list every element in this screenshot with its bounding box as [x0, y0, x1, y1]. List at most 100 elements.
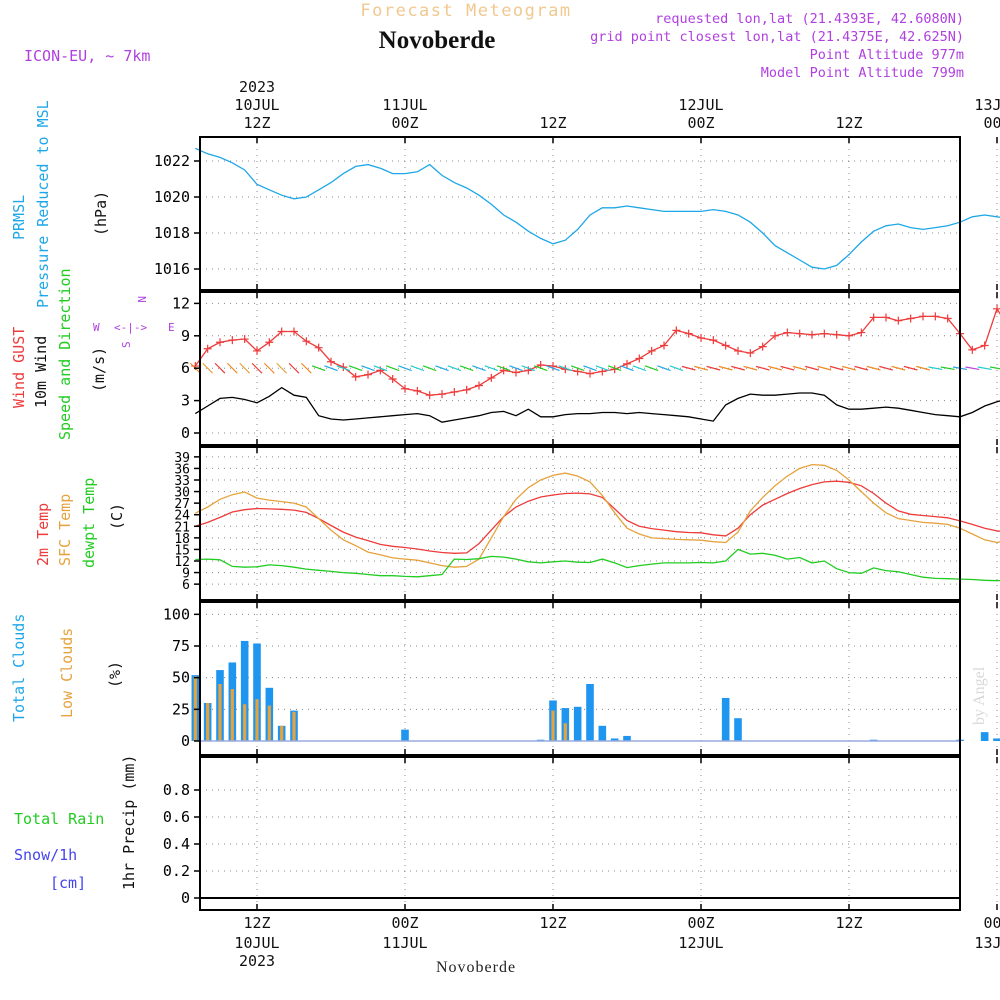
total-clouds-bar: [610, 738, 619, 741]
total-clouds-bar: [623, 735, 631, 741]
gust-marker: [709, 336, 718, 345]
gust-marker: [783, 328, 792, 337]
low-clouds-bar: [243, 704, 247, 741]
wind-direction-arrow: [472, 365, 486, 372]
wind-direction-arrow: [854, 365, 869, 371]
plot-layer: [189, 147, 1000, 899]
top-axis-label: 12Z: [243, 114, 270, 132]
gust-marker: [314, 343, 323, 352]
ytick-label: 36: [174, 462, 190, 477]
wind-direction-arrow: [288, 362, 300, 374]
wind-direction-arrow: [866, 365, 881, 371]
wind-direction-arrow: [361, 365, 375, 372]
ytick-label: 9: [182, 567, 190, 582]
wind-direction-arrow: [422, 365, 437, 372]
top-axis-label: 00Z: [983, 114, 1000, 132]
gust-marker: [820, 329, 829, 338]
station-title: Novoberde: [379, 27, 496, 54]
gust-marker: [413, 386, 422, 395]
bottom-station-label: Novoberde: [436, 959, 516, 976]
low-clouds-bar: [551, 710, 555, 741]
total-clouds-bar: [993, 738, 1000, 741]
panel-frame: [199, 446, 961, 601]
gust-marker: [216, 338, 224, 347]
wind-direction-arrow: [694, 365, 708, 371]
total-clouds-bar: [980, 732, 989, 741]
gust-marker: [894, 316, 903, 325]
ytick-label: 0.8: [163, 781, 190, 799]
wind-direction-arrow: [657, 365, 671, 372]
panel-frame: [199, 756, 961, 911]
ylabel-sfc-temp: SFC Temp: [56, 494, 74, 566]
ytick-label: 0.6: [163, 808, 190, 826]
gust-marker: [253, 346, 261, 355]
bottom-axis-label: 00Z: [687, 914, 714, 932]
wind-direction-arrow: [928, 366, 943, 371]
ytick-label: 21: [174, 520, 190, 535]
ytick-label: 9: [181, 327, 190, 345]
wind-direction-arrow: [324, 365, 338, 372]
ytick-label: 0: [181, 889, 190, 907]
ytick-label: 30: [174, 486, 190, 501]
gust-marker: [845, 331, 853, 340]
ytick-label: 1020: [154, 188, 190, 206]
total-clouds-bar: [734, 718, 742, 741]
gust-marker: [623, 359, 631, 368]
gust-marker: [277, 327, 286, 336]
gust-marker: [462, 385, 471, 394]
gust-marker: [795, 329, 804, 338]
ytick-label: 25: [172, 700, 190, 718]
top-axis-label: 12Z: [835, 114, 862, 132]
wind-direction-arrow: [842, 365, 856, 371]
gust-marker: [401, 384, 409, 393]
wind-direction-arrow: [768, 365, 782, 371]
ytick-label: 0.4: [163, 835, 190, 853]
gust-marker: [364, 370, 372, 379]
top-axis-label: 13JUL: [974, 96, 1000, 114]
compass-south: S: [120, 341, 133, 348]
low-clouds-bar: [292, 711, 296, 741]
panel-frame: [199, 601, 961, 756]
wind-direction-arrow: [385, 365, 400, 372]
series-line-temperature-2: [195, 548, 1000, 582]
info-line-1: requested lon,lat (21.4393E, 42.6080N): [655, 11, 964, 27]
compass-north: N: [135, 296, 148, 303]
panel-frame: [199, 136, 961, 291]
wind-direction-arrow: [348, 365, 363, 372]
wind-direction-arrow: [977, 366, 992, 371]
top-axis-label: 12Z: [539, 114, 566, 132]
axis-layer: 1016101810201022036912691215182124273033…: [154, 78, 1000, 970]
wind-direction-arrow: [435, 365, 449, 372]
wind-direction-arrow: [558, 365, 573, 372]
top-axis-label: 11JUL: [382, 96, 427, 114]
gust-marker: [906, 314, 915, 323]
low-clouds-bar: [267, 705, 271, 741]
gust-marker: [327, 357, 335, 366]
wind-direction-arrow: [731, 365, 745, 371]
low-clouds-bar: [563, 723, 567, 741]
gust-marker: [746, 349, 755, 358]
ylabel-pressure-msl: Pressure Reduced to MSL: [34, 100, 52, 308]
wind-direction-arrow: [965, 366, 980, 371]
gust-marker: [919, 312, 927, 321]
wind-direction-arrow: [276, 362, 288, 374]
ytick-label: 24: [174, 509, 190, 524]
top-axis-label: 10JUL: [234, 96, 279, 114]
gust-marker: [203, 344, 212, 353]
wind-direction-arrow: [484, 365, 499, 372]
series-line-temperature-1: [195, 463, 1000, 568]
info-line-4: Model Point Altitude 799m: [761, 65, 964, 81]
gust-marker: [475, 381, 483, 390]
wind-direction-arrow: [829, 365, 844, 371]
gust-marker: [758, 342, 767, 351]
wind-direction-arrow: [743, 365, 758, 371]
ytick-label: 33: [174, 474, 190, 489]
wind-direction-arrow: [496, 365, 511, 372]
gust-marker: [586, 369, 594, 378]
bottom-axis-label: 13JUL: [974, 934, 1000, 952]
wind-direction-arrow: [336, 365, 351, 372]
gust-marker: [968, 345, 977, 354]
ytick-label: 0: [181, 732, 190, 750]
wind-direction-arrow: [546, 365, 560, 372]
gust-marker: [808, 330, 816, 339]
